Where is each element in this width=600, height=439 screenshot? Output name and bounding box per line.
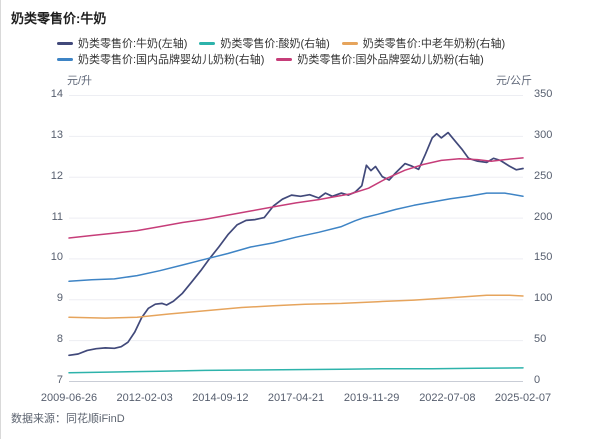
legend-item-label: 奶类零售价:国内品牌婴幼儿奶粉(右轴) — [78, 54, 265, 66]
left-axis-tick: 9 — [56, 292, 63, 305]
x-axis-tick: 2025-02-07 — [494, 392, 552, 404]
right-axis-tick: 350 — [534, 88, 553, 100]
x-axis-tick: 2022-07-08 — [419, 392, 476, 404]
legend-item-label: 奶类零售价:牛奶(左轴) — [78, 38, 188, 50]
legend-item-label: 奶类零售价:中老年奶粉(右轴) — [362, 38, 506, 50]
legend-line-marker — [276, 57, 293, 61]
legend-item-1[interactable]: 奶类零售价:酸奶(右轴) — [199, 36, 330, 50]
x-axis-tick: 2019-11-29 — [343, 392, 400, 404]
legend-row-1: 奶类零售价:牛奶(左轴) 奶类零售价:酸奶(右轴) 奶类零售价:中老年奶粉(右轴) — [57, 36, 505, 50]
x-axis-tick: 2009-06-26 — [40, 392, 98, 404]
series-line-1 — [68, 367, 524, 374]
legend-line-marker — [57, 41, 73, 45]
legend-line-marker — [57, 57, 73, 61]
right-axis-tick: 200 — [534, 210, 553, 223]
right-axis-tick: 0 — [534, 374, 541, 386]
x-axis-tick: 2012-02-03 — [116, 392, 173, 404]
series-line-2 — [68, 294, 524, 319]
right-axis-tick: 300 — [534, 128, 553, 141]
left-axis-tick: 7 — [56, 374, 63, 386]
legend-line-marker — [341, 41, 358, 45]
legend-row-2: 奶类零售价:国内品牌婴幼儿奶粉(右轴) 奶类零售价:国外品牌婴幼儿奶粉(右轴) — [57, 52, 484, 66]
x-axis-tick: 2014-09-12 — [192, 392, 249, 404]
left-axis-tick: 11 — [51, 210, 63, 223]
left-axis-tick: 12 — [50, 169, 63, 182]
right-axis-tick: 250 — [534, 169, 553, 182]
left-axis-tick: 14 — [50, 88, 63, 100]
legend-line-marker — [199, 41, 216, 45]
right-axis-tick: 50 — [534, 333, 547, 346]
legend-item-0[interactable]: 奶类零售价:牛奶(左轴) — [57, 36, 187, 50]
right-axis-unit-label: 元/公斤 — [495, 75, 532, 87]
right-axis-tick: 100 — [534, 292, 553, 305]
data-source-label: 数据来源：同花顺iFinD — [11, 413, 125, 425]
right-axis-tick: 150 — [534, 251, 553, 264]
left-axis-tick: 10 — [50, 251, 63, 264]
legend-item-4[interactable]: 奶类零售价:国外品牌婴幼儿奶粉(右轴) — [276, 52, 484, 66]
series-line-3 — [68, 192, 524, 283]
left-axis-tick: 8 — [56, 333, 63, 346]
legend-item-label: 奶类零售价:国外品牌婴幼儿奶粉(右轴) — [297, 54, 484, 66]
x-axis-tick: 2017-04-21 — [267, 392, 325, 404]
left-axis-tick: 13 — [50, 128, 63, 141]
series-line-4 — [68, 157, 524, 239]
legend-item-3[interactable]: 奶类零售价:国内品牌婴幼儿奶粉(右轴) — [57, 52, 264, 66]
legend-item-label: 奶类零售价:酸奶(右轴) — [220, 38, 330, 50]
legend-item-2[interactable]: 奶类零售价:中老年奶粉(右轴) — [341, 36, 506, 50]
left-axis-unit-label: 元/升 — [67, 75, 93, 87]
series-line-0 — [68, 131, 524, 357]
chart-title: 奶类零售价:牛奶 — [11, 11, 107, 26]
